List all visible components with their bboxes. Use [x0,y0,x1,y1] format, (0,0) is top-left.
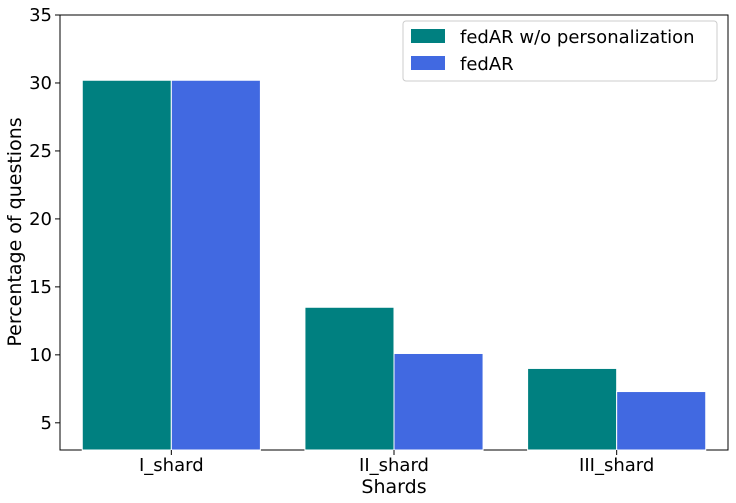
legend-box [402,20,718,82]
legend-swatch-series-1 [411,29,445,43]
y-tick-label: 10 [29,345,52,366]
bar-II_shard-series-2 [393,352,484,451]
legend-swatch-series-2 [411,56,445,70]
y-tick-label: 25 [29,141,52,162]
bar-III_shard-series-1 [527,367,618,451]
bar-I_shard-series-2 [170,79,261,451]
x-tick-label: II_shard [359,455,429,476]
y-tick-label: 30 [29,73,52,94]
y-axis-title: Percentage of questions [4,117,26,346]
y-tick-label: 5 [41,413,52,434]
legend-label-series-1: fedAR w/o personalization [460,27,695,48]
bar-II_shard-series-1 [304,306,395,451]
y-tick-label: 15 [29,277,52,298]
y-tick-label: 35 [29,5,52,26]
y-tick-label: 20 [29,209,52,230]
legend-label-series-2: fedAR [460,54,514,75]
x-axis: I_shard II_shard III_shard [139,450,654,476]
x-axis-title: Shards [361,476,426,498]
x-tick-label: I_shard [139,455,204,476]
bar-III_shard-series-2 [616,391,707,451]
legend: fedAR w/o personalization fedAR [402,20,718,82]
y-axis: 5 10 15 20 25 30 35 [29,5,60,434]
x-tick-label: III_shard [579,455,654,476]
bars-group [81,79,707,451]
bar-I_shard-series-1 [81,79,172,451]
